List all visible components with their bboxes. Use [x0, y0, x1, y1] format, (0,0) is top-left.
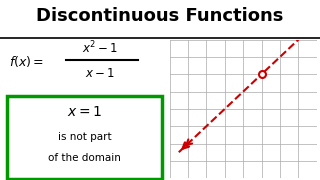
- Text: $x^2 - 1$: $x^2 - 1$: [82, 39, 118, 56]
- Text: is not part: is not part: [58, 132, 111, 142]
- Text: $f(x) =$: $f(x) =$: [9, 54, 44, 69]
- Text: $x - 1$: $x - 1$: [85, 67, 115, 80]
- Text: Discontinuous Functions: Discontinuous Functions: [36, 7, 284, 25]
- FancyBboxPatch shape: [7, 96, 163, 179]
- Text: of the domain: of the domain: [48, 153, 121, 163]
- Text: $x = 1$: $x = 1$: [67, 105, 102, 119]
